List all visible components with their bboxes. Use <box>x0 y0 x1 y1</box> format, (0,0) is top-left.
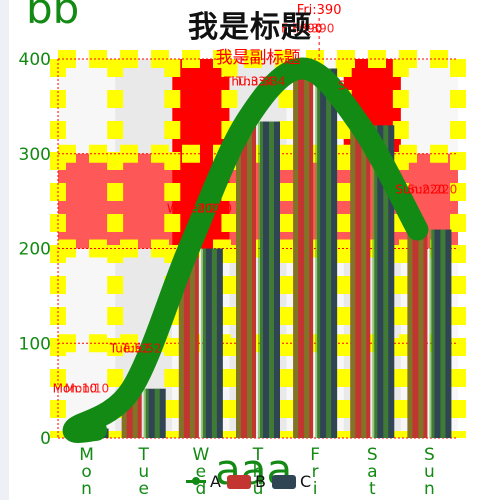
data-label: Mon:10 <box>65 382 110 396</box>
x-tick-label: Thu <box>252 445 264 499</box>
x-tick-char: u <box>253 479 264 499</box>
legend-item-a[interactable]: A <box>186 472 221 491</box>
x-tick-char: a <box>367 462 377 482</box>
bar-stripe <box>383 125 389 438</box>
y-tick-label: 100 <box>19 334 51 354</box>
x-tick-label: Tue <box>138 445 150 499</box>
data-label: Sun:220 <box>407 183 457 197</box>
x-tick-char: h <box>253 462 264 482</box>
x-tick-label: Sat <box>367 445 378 499</box>
data-label: Fri:390 <box>293 21 334 35</box>
bar-stripe <box>200 248 206 438</box>
corner-label: bb <box>26 0 80 33</box>
legend-label-a: A <box>210 472 221 491</box>
x-tick-label: Wed <box>192 445 209 499</box>
bar-stripe <box>258 121 263 438</box>
legend-line-swatch <box>186 477 206 485</box>
y-tick-label: 0 <box>40 429 51 449</box>
x-tick-char: e <box>196 462 206 482</box>
data-label: Sat:330 <box>350 78 397 92</box>
y-tick-label: 200 <box>19 240 51 260</box>
bar-stripe <box>418 229 424 438</box>
x-tick-char: o <box>81 462 91 482</box>
x-tick-char: u <box>424 462 435 482</box>
bar-stripe <box>189 248 195 438</box>
x-tick-label: Fri <box>310 445 320 499</box>
x-tick-char: W <box>192 445 209 465</box>
bar-stripe <box>247 121 252 438</box>
legend-label-b: B <box>254 472 266 491</box>
bar-stripe <box>326 68 332 438</box>
bar-stripe <box>132 388 138 438</box>
bar-stripe <box>429 229 435 438</box>
data-label: Mon:10 <box>53 382 98 396</box>
x-tick-char: S <box>424 445 435 465</box>
x-tick-char: T <box>252 445 264 465</box>
legend-swatch-b <box>226 474 251 489</box>
data-label: Tue:52 <box>121 342 162 356</box>
bar-stripe <box>372 125 378 438</box>
bar-stripe <box>407 229 413 438</box>
x-tick-char: i <box>313 479 318 499</box>
markline-label: Fri:390 <box>297 3 342 18</box>
data-label: Wed:200 <box>167 202 220 216</box>
chart-subtitle: 我是副标题 <box>216 48 301 68</box>
data-label: Fri:390 <box>281 21 322 35</box>
left-strip <box>0 0 9 500</box>
bar-stripes <box>64 68 446 438</box>
x-tick-char: e <box>138 479 148 499</box>
x-tick-char: M <box>79 445 94 465</box>
bar-stripe <box>315 68 321 438</box>
bar-stripe <box>269 121 274 438</box>
x-tick-char: T <box>138 445 150 465</box>
data-label: Sun:220 <box>395 183 445 197</box>
y-tick-label: 400 <box>19 50 51 70</box>
data-label: Thu:334 <box>223 75 274 89</box>
x-tick-char: S <box>367 445 378 465</box>
bar-stripe <box>293 68 299 438</box>
bar-stripe <box>440 229 446 438</box>
legend-swatch-c <box>271 474 296 489</box>
bar-stripe <box>236 121 241 438</box>
legend-item-b[interactable]: B <box>226 472 266 491</box>
x-tick-label: Sun <box>424 445 435 499</box>
data-label: Thu:334 <box>235 75 286 89</box>
bar-stripe <box>178 248 184 438</box>
legend-item-c[interactable]: C <box>271 472 312 491</box>
bar-stripe <box>304 68 310 438</box>
data-label: Sat:330 <box>338 78 385 92</box>
bar-stripe <box>211 248 217 438</box>
data-label: Tue:52 <box>109 342 150 356</box>
x-tick-char: d <box>195 479 206 499</box>
y-tick-label: 300 <box>19 145 51 165</box>
x-tick-char: t <box>369 479 376 499</box>
legend-label-c: C <box>299 472 312 491</box>
x-tick-char: n <box>81 479 92 499</box>
bar-stripe <box>143 388 149 438</box>
x-tick-char: n <box>424 479 435 499</box>
x-tick-label: Mon <box>79 445 94 499</box>
x-tick-char: F <box>310 445 320 465</box>
bar-stripe <box>361 125 367 438</box>
bar-stripe <box>350 125 356 438</box>
x-tick-char: r <box>312 462 319 482</box>
series-a-line <box>62 57 429 443</box>
x-tick-char: u <box>138 462 149 482</box>
data-label: Wed:200 <box>179 202 232 216</box>
bar-stripe <box>154 388 160 438</box>
chart-legend: A B C <box>186 472 311 491</box>
chart-title: 我是标题 <box>188 10 312 45</box>
